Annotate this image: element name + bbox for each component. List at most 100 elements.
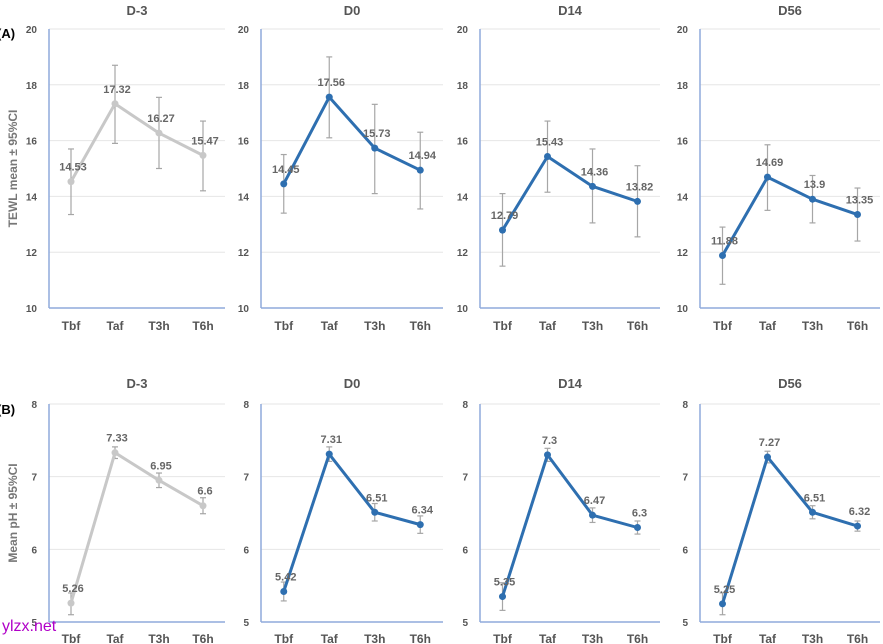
- chart-a-d-3-y-tick-label: 16: [26, 137, 38, 148]
- chart-b-d56-y-tick-label: 6: [682, 545, 688, 556]
- chart-b-d56-title: D56: [778, 376, 802, 391]
- chart-b-d-3-data-point: [67, 599, 75, 607]
- chart-b-d-3-x-tick-label: T6h: [192, 632, 213, 644]
- chart-a-d14-data-point: [499, 226, 506, 234]
- chart-a-d14-data-label: 12.79: [491, 210, 519, 222]
- chart-a-d0-x-tick-label: T6h: [410, 319, 431, 333]
- chart-a-d56-data-label: 13.9: [804, 179, 825, 191]
- chart-b-d0-data-label: 6.51: [366, 492, 387, 504]
- chart-a-d-3-data-label: 16.27: [147, 113, 175, 125]
- chart-a-d0-data-point: [325, 93, 333, 101]
- chart-b-d56-data-point: [854, 522, 861, 530]
- chart-a-d0-series-line: [282, 95, 421, 185]
- chart-a-d56-y-tick-label: 16: [677, 137, 689, 148]
- chart-a-d-3-y-tick-label: 20: [26, 25, 38, 36]
- chart-a-d56-y-tick-label: 20: [677, 25, 689, 36]
- chart-a-d14-y-tick-label: 18: [457, 81, 469, 92]
- chart-a-d14-x-tick-label: Tbf: [493, 319, 513, 333]
- chart-b-d0-y-tick-label: 7: [243, 473, 249, 484]
- chart-a-d0-y-tick-label: 20: [238, 25, 250, 36]
- chart-a-d-3-data-label: 15.47: [191, 135, 219, 147]
- chart-b-d56-series-line: [721, 455, 858, 605]
- chart-b-d0-data-point: [325, 450, 333, 458]
- chart-a-d0-data-label: 14.45: [272, 164, 300, 176]
- chart-a-d-3-y-tick-label: 10: [26, 304, 38, 315]
- chart-b-d0-data-point: [416, 521, 424, 529]
- chart-b-d-3-data-label: 6.95: [150, 460, 171, 472]
- chart-a-d0-data-point: [371, 144, 379, 152]
- chart-b-d14-data-label: 6.3: [632, 508, 647, 520]
- chart-a-d14-data-point: [544, 153, 551, 161]
- chart-b-d-3-data-label: 5.26: [62, 583, 83, 595]
- chart-b-d14-x-tick-label: T3h: [582, 632, 603, 644]
- chart-a-d-3-x-tick-label: T6h: [192, 319, 213, 333]
- chart-b-d14-data-label: 5.35: [494, 577, 515, 589]
- chart-b-d0-data-point: [280, 587, 288, 595]
- panel-letter-a: (A): [0, 26, 15, 41]
- chart-a-d0-y-tick-label: 18: [238, 81, 250, 92]
- chart-b-d14-x-tick-label: T6h: [627, 632, 648, 644]
- chart-a-d56-y-tick-label: 14: [677, 192, 689, 203]
- chart-a-d0-title: D0: [344, 3, 361, 18]
- watermark: ylzx.net: [2, 618, 57, 635]
- chart-b-d-3-data-point: [155, 476, 163, 484]
- chart-b-d-3-y-axis-title: Mean pH ± 95%CI: [6, 463, 20, 562]
- chart-a-d56-data-point: [764, 173, 771, 181]
- chart-a-d14-x-tick-label: T3h: [582, 319, 603, 333]
- chart-a-d0-data-label: 17.56: [317, 77, 345, 89]
- chart-b-d0-y-tick-label: 5: [243, 618, 249, 629]
- chart-a-d56-y-tick-label: 10: [677, 304, 689, 315]
- chart-b-d14-data-point: [499, 593, 506, 601]
- chart-b-d14-data-point: [544, 451, 551, 459]
- chart-b-d56-y-tick-label: 5: [682, 618, 688, 629]
- chart-b-d56-data-point: [809, 508, 816, 516]
- chart-b-d-3-data-point: [111, 449, 119, 457]
- chart-a-d14-data-label: 13.82: [626, 181, 654, 193]
- chart-a-d56-data-point: [854, 211, 861, 219]
- chart-a-d-3-data-point: [155, 129, 163, 137]
- chart-a-d-3-data-label: 17.32: [103, 84, 131, 96]
- chart-b-d0-data-label: 6.34: [412, 505, 434, 517]
- chart-a-d-3-series-line: [69, 102, 204, 183]
- chart-a-d56-x-tick-label: T3h: [802, 319, 823, 333]
- chart-a-d-3-data-point: [111, 100, 119, 108]
- chart-b-d-3-title: D-3: [127, 376, 148, 391]
- chart-a-d-3-y-axis-title: TEWL mean ± 95%CI: [6, 110, 20, 228]
- chart-b-d-3-y-tick-label: 7: [31, 473, 37, 484]
- chart-a-d-3-x-tick-label: Tbf: [62, 319, 82, 333]
- chart-b-d56-data-label: 6.51: [804, 492, 825, 504]
- chart-a-d56-data-label: 11.88: [711, 236, 738, 248]
- chart-a-d14-data-point: [634, 197, 641, 205]
- chart-b-d56-y-tick-label: 8: [682, 400, 688, 411]
- chart-a-d56-y-tick-label: 12: [677, 248, 689, 259]
- panel-letter-b: (B): [0, 402, 15, 417]
- chart-a-d14-data-label: 14.36: [581, 166, 609, 178]
- chart-a-d56-x-tick-label: T6h: [847, 319, 868, 333]
- chart-a-d0-x-tick-label: Tbf: [274, 319, 294, 333]
- chart-b-d56-data-label: 7.27: [759, 437, 780, 449]
- chart-b-d56-y-tick-label: 7: [682, 473, 688, 484]
- chart-a-d14-y-tick-label: 12: [457, 248, 469, 259]
- chart-a-d0-data-label: 15.73: [363, 128, 391, 140]
- chart-b-d56-x-tick-label: T6h: [847, 632, 868, 644]
- chart-b-d14-y-tick-label: 7: [462, 473, 468, 484]
- chart-a-d0-x-tick-label: Taf: [321, 319, 339, 333]
- chart-b-d14-data-point: [634, 524, 641, 532]
- chart-b-d-3-data-point: [199, 502, 207, 510]
- chart-b-d56-x-tick-label: Tbf: [713, 632, 733, 644]
- chart-b-d14-y-tick-label: 8: [462, 400, 468, 411]
- chart-a-d-3-data-label: 14.53: [59, 162, 87, 174]
- chart-b-d56-data-point: [764, 453, 771, 461]
- chart-b-d0-y-tick-label: 8: [243, 400, 249, 411]
- chart-a-d0-data-point: [280, 180, 288, 188]
- chart-b-d-3-data-label: 6.6: [197, 486, 212, 498]
- chart-a-d56-x-tick-label: Tbf: [713, 319, 733, 333]
- chart-a-d56-data-label: 13.35: [846, 195, 874, 207]
- chart-a-d-3-y-tick-label: 14: [26, 192, 38, 203]
- chart-a-d56-data-point: [719, 252, 726, 260]
- chart-a-d14-data-point: [589, 182, 596, 190]
- chart-b-d-3-y-tick-label: 5: [31, 618, 37, 629]
- chart-b-d14-y-tick-label: 5: [462, 618, 468, 629]
- chart-b-d0-x-tick-label: Taf: [321, 632, 339, 644]
